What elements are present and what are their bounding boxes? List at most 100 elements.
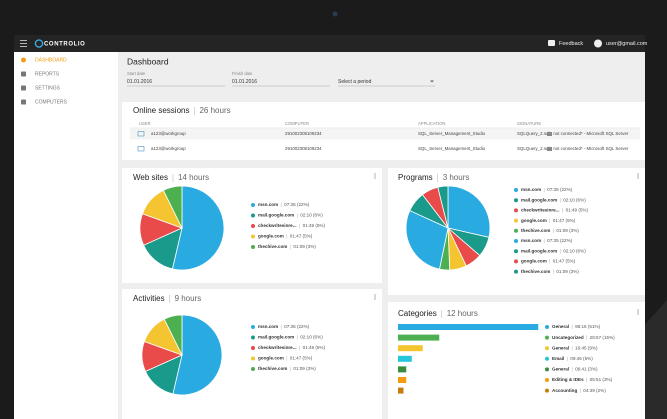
legend-value: 02:10 (6%) <box>563 248 586 253</box>
card-subtitle: 12 hours <box>447 309 478 318</box>
legend-label: General <box>552 345 569 350</box>
legend-value: 01:49 (5%) <box>566 208 589 213</box>
legend-value: 05:51 (3%) <box>590 377 613 382</box>
card-menu-dot[interactable] <box>374 175 376 177</box>
legend-label: Email <box>552 356 564 361</box>
legend-label: General <box>552 324 569 329</box>
cell: 291002308109234 <box>285 146 322 151</box>
legend-value: 98:16 (51%) <box>575 324 600 329</box>
pie-slice <box>172 314 223 396</box>
row-action[interactable] <box>547 147 552 151</box>
legend-dot <box>545 346 549 351</box>
nav-item[interactable]: COMPUTERS <box>35 99 68 105</box>
camera <box>332 11 338 17</box>
row-action[interactable] <box>547 132 552 136</box>
legend-value: 02:10 (6%) <box>300 335 323 340</box>
cell: SQLQuery_2.sql - not connected* - Micros… <box>517 146 629 151</box>
legend-label: msn.com <box>521 238 541 243</box>
app-header <box>14 35 645 52</box>
card-menu-dot[interactable] <box>637 177 639 179</box>
nav-item[interactable]: REPORTS <box>35 71 60 77</box>
legend-label: General <box>552 367 569 372</box>
legend-value: 01:49 (5%) <box>303 223 326 228</box>
legend-dot <box>251 213 255 218</box>
cell: SQL_Server_Management_Studio <box>418 146 486 151</box>
cell: SQL_Server_Management_Studio <box>418 131 486 136</box>
finish-date[interactable]: 01.01.2016 <box>232 79 257 85</box>
cell: SQLQuery_2.sql - not connected* - Micros… <box>517 131 629 136</box>
card-menu-dot[interactable] <box>637 175 639 177</box>
legend-value: 01:09 (3%) <box>293 244 316 249</box>
column-header: USER <box>139 121 151 126</box>
finish-label: Finish date <box>232 71 253 76</box>
legend-label: google.com <box>521 218 547 223</box>
row-icon <box>137 146 145 152</box>
legend-value: 01:47 (5%) <box>553 259 576 264</box>
feedback-button[interactable]: Feedback <box>559 41 583 47</box>
legend-dot <box>514 218 518 223</box>
legend-label: msn.com <box>521 187 541 192</box>
card-title: Categories <box>398 309 437 318</box>
legend-label: Uncategorized <box>552 335 584 340</box>
period-select[interactable]: Select a period <box>338 79 372 85</box>
pie-slice <box>405 210 449 270</box>
legend-dot <box>514 269 518 274</box>
nav-icon <box>21 99 26 105</box>
legend-label: thechive.com <box>258 244 287 249</box>
user-avatar[interactable] <box>594 39 602 48</box>
start-date[interactable]: 01.01.2016 <box>127 79 152 85</box>
legend-label: checkwritesinre... <box>258 223 297 228</box>
card-menu-dot[interactable] <box>374 296 376 298</box>
legend-value: 01:49 (5%) <box>303 345 326 350</box>
legend-value: 04:39 (2%) <box>583 388 606 393</box>
legend-value: 02:10 (6%) <box>563 197 586 202</box>
card-menu-dot[interactable] <box>637 173 639 175</box>
legend-dot <box>545 378 549 382</box>
user-email[interactable]: user@gmail.com <box>606 41 648 47</box>
logo-icon <box>34 39 44 48</box>
legend-value: 01:09 (3%) <box>556 228 579 233</box>
nav-item[interactable]: SETTINGS <box>35 85 61 91</box>
card-menu-dot[interactable] <box>374 177 376 179</box>
legend-value: 07:35 (22%) <box>284 202 309 207</box>
card-subtitle: 3 hours <box>443 173 470 182</box>
sessions: Online sessions 26 hours USER COMPUTER APPLI… <box>130 106 640 152</box>
charts: Web sites 14 hours msn.com 07:35 (22%) mail.… <box>133 173 639 396</box>
column-header: COMPUTER <box>285 121 309 126</box>
nav-icon <box>21 71 26 77</box>
legend-dot <box>514 249 518 254</box>
legend-dot <box>545 388 549 393</box>
menu-button[interactable] <box>20 40 27 47</box>
legend-dot <box>514 198 518 203</box>
card-menu-dot[interactable] <box>374 173 376 175</box>
card-subtitle: 26 hours <box>199 106 230 115</box>
legend-label: google.com <box>521 259 547 264</box>
legend-dot <box>545 356 549 361</box>
legend-dot <box>514 259 518 264</box>
legend-label: msn.com <box>258 202 278 207</box>
legend-dot <box>514 239 518 243</box>
column-header: APPLICATION <box>418 121 445 126</box>
card-menu-dot[interactable] <box>374 298 376 300</box>
legend-dot <box>251 335 255 340</box>
legend-dot <box>251 325 255 329</box>
card-menu-dot[interactable] <box>637 309 639 311</box>
legend-value: 01:09 (3%) <box>293 366 316 371</box>
legend-dot <box>514 208 518 213</box>
legend-value: 01:47 (5%) <box>553 218 576 223</box>
pie-slice <box>437 185 449 229</box>
pie-slice <box>163 314 183 356</box>
nav-icon <box>21 57 26 63</box>
card-menu-dot[interactable] <box>374 294 376 296</box>
legend-value: 01:47 (5%) <box>290 234 313 239</box>
card-menu-dot[interactable] <box>637 311 639 313</box>
pie-slice <box>171 185 225 271</box>
legend-value: 28:57 (15%) <box>590 335 615 340</box>
card-title: Web sites <box>133 173 168 182</box>
legend-dot <box>251 234 255 239</box>
card-menu-dot[interactable] <box>637 313 639 315</box>
column-header: SIGNATURE <box>517 121 541 126</box>
nav-item[interactable]: DASHBOARD <box>35 57 67 63</box>
cell: a123@workgroup <box>151 131 186 136</box>
